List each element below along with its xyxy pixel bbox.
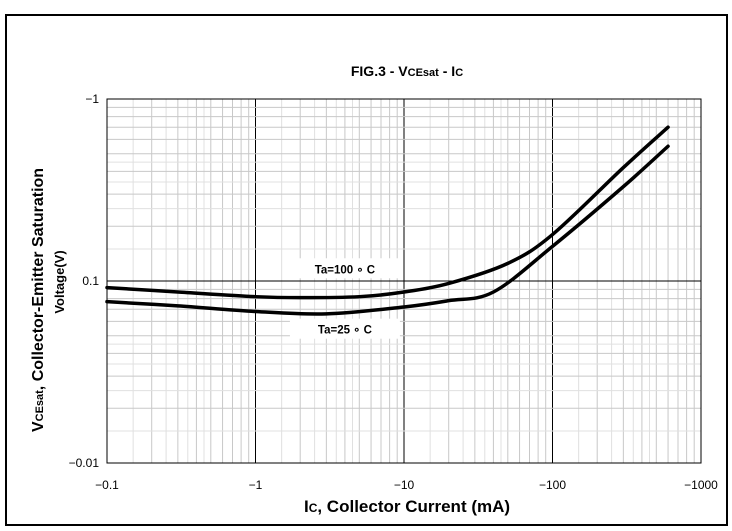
annotations: Ta=100 ∘ C Ta=25 ∘ C [289,258,400,339]
chart-frame [5,14,728,526]
y-tick-label: −1 [85,92,99,106]
x-tick-label: −100 [539,478,566,492]
y-axis-label-group: VCEsat, Collector-Emitter Saturation [30,168,47,432]
y-tick-label: 0.1 [82,274,99,288]
grid [107,99,701,463]
x-axis-label: IC, Collector Current (mA) [304,497,510,516]
y-tick-label: −0.01 [69,456,100,470]
x-tick-label: −1 [249,478,263,492]
y-axis-label: VCEsat, Collector-Emitter Saturation [30,168,47,432]
series-line-ta100 [105,125,670,300]
annotation-bg [289,258,400,279]
x-tick-label: −1000 [684,478,718,492]
chart-title: FIG.3 - VCEsat - IC [351,63,463,79]
tick-labels: −0.1 −1 −10 −100 −1000 −0.01 0.1 −1 [69,92,719,492]
annotation-bg [289,318,400,339]
x-tick-label: −0.1 [95,478,119,492]
annotation-ta100: Ta=100 ∘ C [315,264,375,276]
y-axis-label-line2: Voltage(V) [52,250,67,313]
series-line-ta25 [105,144,670,316]
series-group [105,125,670,316]
annotation-ta25: Ta=25 ∘ C [318,325,372,337]
x-tick-label: −10 [394,478,415,492]
plot-border [106,98,702,464]
y-axis-label-line2-group: Voltage(V) [52,250,67,313]
